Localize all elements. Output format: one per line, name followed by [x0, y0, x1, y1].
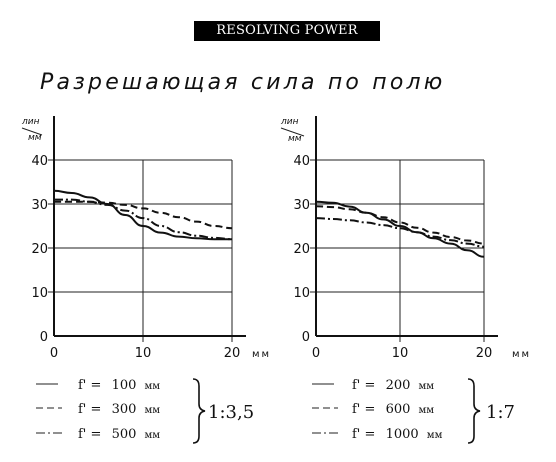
legend-item-1-3: f' = 500 мм — [78, 427, 160, 442]
legend-1: f' = 100 мм f' = 300 мм f' = 500 мм 1:3,… — [36, 378, 254, 444]
legend-prefix: f' = — [78, 402, 101, 417]
y-tick-label: 0 — [302, 330, 310, 345]
y-tick-label: 30 — [293, 198, 310, 213]
legend-item-1-2: f' = 300 мм — [78, 402, 160, 417]
y-unit-top-1: лин — [21, 117, 40, 127]
y-tick-label: 30 — [31, 198, 48, 213]
series-line-solid — [53, 189, 232, 241]
legend-item-1-1: f' = 100 мм — [78, 378, 160, 393]
legend-value: 300 — [112, 402, 137, 417]
y-tick-label: 20 — [31, 242, 48, 257]
chart-2: лин мм 0 10 20 30 40 0 10 20 мм f' = 200 мм f' … — [280, 116, 531, 444]
page-title: Разрешающая сила по полю — [40, 70, 446, 95]
series-line-solid — [315, 200, 485, 258]
legend-unit: мм — [427, 430, 443, 441]
legend-value: 500 — [112, 427, 137, 442]
aperture-ratio-1: 1:3,5 — [208, 402, 254, 423]
y-tick-label: 0 — [40, 330, 48, 345]
legend-prefix: f' = — [352, 378, 375, 393]
y-unit-bottom-1: мм — [28, 133, 42, 143]
y-unit-fraction-line-2 — [280, 127, 305, 137]
legend-prefix: f' = — [78, 378, 101, 393]
series-line-dashdot — [53, 198, 233, 241]
aperture-ratio-2: 1:7 — [486, 402, 515, 423]
series-line-dashed — [54, 200, 233, 230]
legend-2: f' = 200 мм f' = 600 мм f' = 1000 мм 1:7 — [312, 378, 515, 444]
legend-prefix: f' = — [78, 427, 101, 442]
x-unit-2: мм — [512, 349, 531, 360]
legend-unit: мм — [419, 381, 435, 392]
legend-value: 1000 — [386, 427, 419, 442]
legend-item-2-1: f' = 200 мм — [352, 378, 434, 393]
y-tick-label: 10 — [31, 286, 48, 301]
series-line-dashdot — [315, 217, 485, 248]
y-tick-label: 20 — [293, 242, 310, 257]
y-unit-bottom-2: мм — [288, 134, 302, 144]
legend-brace-2 — [467, 378, 481, 444]
legend-prefix: f' = — [352, 402, 375, 417]
legend-value: 100 — [112, 378, 137, 393]
series-line-dashed — [315, 205, 485, 245]
x-unit-1: мм — [252, 349, 271, 360]
legend-unit: мм — [145, 430, 161, 441]
legend-unit: мм — [419, 405, 435, 416]
y-tick-label: 40 — [31, 154, 48, 169]
y-tick-label: 10 — [293, 286, 310, 301]
x-tick-label: 0 — [50, 346, 58, 361]
x-tick-label: 0 — [312, 346, 320, 361]
header-label: RESOLVING POWER — [194, 21, 380, 41]
legend-value: 200 — [386, 378, 411, 393]
y-unit-fraction-line-1 — [21, 127, 43, 136]
x-tick-label: 10 — [135, 346, 152, 361]
legend-item-2-2: f' = 600 мм — [352, 402, 434, 417]
chart-1: лин мм 0 10 20 30 40 0 10 20 мм f' = 100 мм f' … — [21, 116, 271, 444]
legend-item-2-3: f' = 1000 мм — [352, 427, 443, 442]
legend-prefix: f' = — [352, 427, 375, 442]
legend-unit: мм — [145, 405, 161, 416]
x-tick-label: 10 — [392, 346, 409, 361]
x-tick-label: 20 — [476, 346, 493, 361]
y-tick-label: 40 — [293, 154, 310, 169]
y-unit-top-2: лин — [280, 117, 299, 127]
legend-brace-1 — [192, 378, 206, 444]
legend-unit: мм — [145, 381, 161, 392]
x-tick-label: 20 — [224, 346, 241, 361]
legend-value: 600 — [386, 402, 411, 417]
